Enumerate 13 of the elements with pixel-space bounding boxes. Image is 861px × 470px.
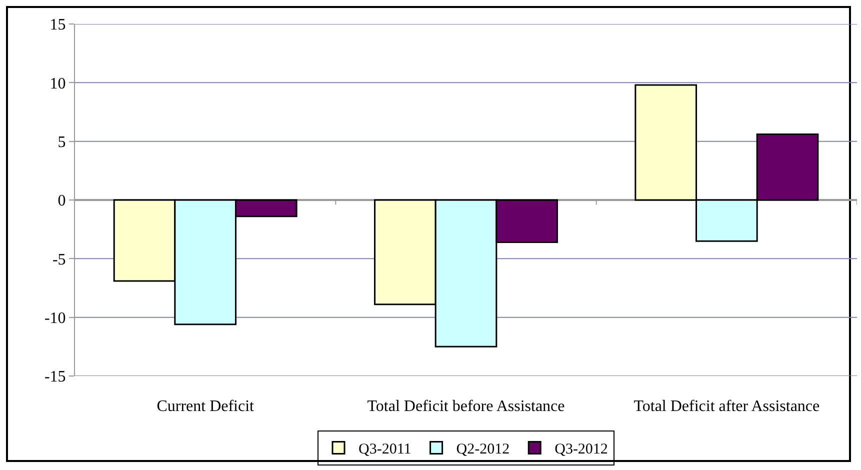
y-tick-label: 15 — [50, 16, 66, 34]
legend-label: Q3-2011 — [358, 442, 412, 458]
y-tick-label: -15 — [44, 368, 66, 386]
x-tick-label: Total Deficit after Assistance — [634, 398, 820, 415]
x-tick-label: Total Deficit before Assistance — [367, 398, 565, 415]
y-tick-label: 5 — [58, 134, 66, 151]
legend-label: Q2-2012 — [456, 442, 510, 458]
y-tick-label: -10 — [44, 310, 66, 327]
y-tick-label: 0 — [58, 192, 66, 210]
legend-label: Q3-2012 — [554, 442, 608, 458]
x-tick-label: Current Deficit — [156, 398, 255, 415]
y-tick-label: -5 — [52, 251, 66, 268]
y-tick-label: 10 — [50, 75, 66, 92]
